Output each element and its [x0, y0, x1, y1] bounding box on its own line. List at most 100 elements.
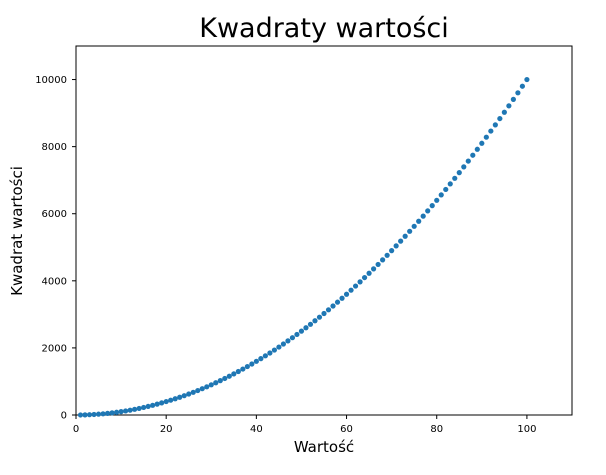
data-point — [375, 261, 381, 268]
data-point — [145, 403, 151, 410]
data-point — [402, 233, 408, 239]
data-point — [361, 274, 368, 281]
data-point — [204, 384, 210, 390]
data-point — [506, 103, 512, 109]
data-point — [258, 356, 264, 362]
data-point — [384, 252, 390, 258]
data-point — [253, 358, 259, 364]
data-point — [213, 380, 219, 386]
data-point — [501, 109, 507, 115]
data-point — [280, 341, 287, 347]
data-point — [141, 404, 147, 411]
data-point — [398, 238, 404, 244]
x-tick-label: 60 — [340, 424, 353, 435]
data-point — [303, 325, 309, 331]
data-point — [100, 411, 106, 417]
data-point — [190, 389, 196, 395]
data-point — [339, 295, 345, 301]
data-point — [438, 192, 444, 198]
x-axis-label: Wartość — [294, 438, 354, 456]
data-point — [434, 197, 440, 203]
data-point — [123, 408, 129, 414]
data-point — [240, 366, 246, 372]
data-point — [86, 412, 93, 418]
data-point — [226, 373, 232, 379]
data-point — [479, 140, 485, 146]
data-point — [77, 412, 84, 418]
data-point — [289, 335, 296, 341]
data-point — [325, 307, 332, 313]
data-point — [416, 218, 422, 224]
data-point — [357, 279, 363, 285]
data-point — [267, 350, 273, 356]
x-tick-label: 40 — [250, 424, 263, 435]
y-tick-label: 8000 — [42, 142, 67, 153]
data-point — [371, 266, 377, 272]
axes-frame — [75, 45, 573, 416]
data-point — [470, 152, 476, 158]
data-point — [136, 405, 142, 412]
data-point — [163, 398, 169, 405]
data-point — [483, 134, 489, 140]
data-point — [109, 410, 115, 416]
data-point — [91, 411, 97, 418]
data-point — [104, 410, 111, 416]
data-point — [298, 328, 305, 334]
data-point — [154, 401, 160, 407]
data-point — [95, 411, 102, 417]
data-point — [195, 387, 201, 394]
y-tick-label: 0 — [61, 411, 67, 422]
data-point — [366, 270, 372, 276]
data-point — [510, 96, 516, 102]
data-point — [177, 394, 183, 400]
x-tick-label: 20 — [160, 424, 173, 435]
x-tick-label: 80 — [430, 424, 443, 435]
data-point — [352, 283, 359, 289]
data-point — [244, 363, 250, 370]
data-point — [294, 331, 300, 338]
data-point — [231, 371, 237, 377]
y-tick-label: 4000 — [42, 276, 67, 287]
plot-area: 0 20 40 60 80 100 0 2000 4000 6000 8000 10000 — [35, 45, 573, 435]
data-point — [465, 158, 471, 164]
data-point — [393, 243, 399, 249]
data-point — [411, 223, 417, 229]
data-point — [524, 76, 530, 83]
data-point — [474, 146, 480, 152]
data-point — [389, 248, 395, 254]
data-point — [429, 203, 435, 209]
data-point — [452, 175, 458, 181]
data-point — [127, 407, 133, 413]
data-point — [118, 409, 124, 415]
data-point — [492, 122, 498, 128]
data-points — [77, 76, 530, 418]
data-point — [380, 257, 386, 263]
data-point — [407, 228, 413, 234]
data-point — [515, 90, 521, 96]
data-point — [159, 400, 165, 406]
data-point — [316, 314, 323, 320]
data-point — [172, 396, 178, 402]
x-tick-label: 100 — [517, 424, 536, 435]
data-point — [217, 378, 223, 384]
data-point — [425, 208, 431, 214]
data-point — [249, 361, 255, 367]
data-point — [199, 386, 205, 392]
y-tick-label: 2000 — [42, 343, 67, 354]
y-axis-label: Kwadrat wartości — [8, 166, 26, 296]
data-point — [447, 181, 453, 187]
data-point — [343, 291, 350, 297]
data-point — [348, 287, 354, 293]
data-point — [488, 128, 494, 134]
data-point — [181, 393, 187, 399]
data-point — [113, 409, 120, 415]
y-axis-ticks: 0 2000 4000 6000 8000 10000 — [35, 75, 76, 422]
data-point — [276, 344, 282, 350]
x-axis-ticks: 0 20 40 60 80 100 — [73, 415, 536, 435]
data-point — [271, 347, 277, 353]
data-point — [519, 83, 526, 89]
data-point — [461, 164, 467, 170]
y-tick-label: 10000 — [35, 75, 67, 86]
